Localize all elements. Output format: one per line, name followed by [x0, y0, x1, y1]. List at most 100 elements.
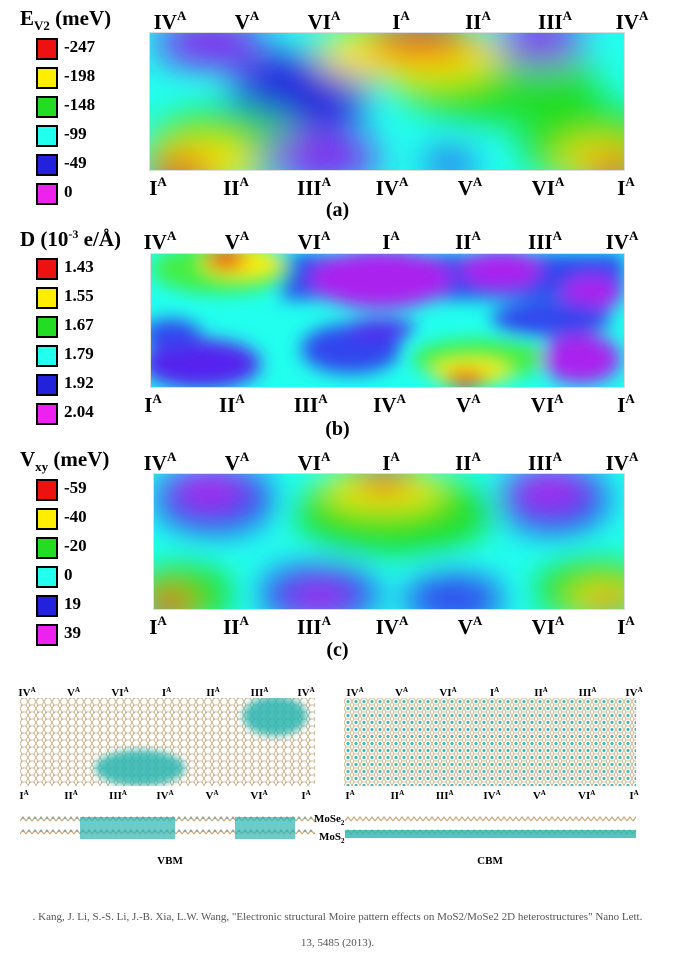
site-label: IIIA: [528, 228, 562, 254]
site-label: VA: [224, 228, 250, 254]
site-label: VA: [234, 8, 260, 34]
site-label: VIA: [531, 174, 565, 200]
legend-item: -59: [36, 478, 156, 501]
legend-swatch: [36, 624, 58, 646]
site-label: IIA: [64, 789, 78, 802]
site-label: IVA: [373, 391, 406, 417]
site-label: IVA: [375, 174, 409, 200]
site-label: IIIA: [435, 789, 454, 802]
site-label: VA: [456, 391, 481, 417]
legend-swatch: [36, 537, 58, 559]
legend-value: 1.43: [64, 257, 94, 276]
legend-value: -40: [64, 507, 87, 526]
legend-swatch: [36, 566, 58, 588]
citation: . Kang, J. Li, S.-S. Li, J.-B. Xia, L.W.…: [0, 904, 675, 956]
legend-item: -247: [36, 37, 156, 60]
site-label: IIIA: [528, 449, 562, 475]
site-label: VIA: [297, 228, 331, 254]
site-label: IA: [617, 613, 635, 639]
site-label: VIA: [307, 8, 341, 34]
legend-item: 39: [36, 623, 156, 646]
legend-item: -49: [36, 153, 156, 176]
legend-swatch: [36, 595, 58, 617]
site-label: IIIA: [297, 174, 331, 200]
site-label: IVA: [143, 449, 177, 475]
site-label: IA: [392, 8, 410, 34]
vbm-side-view: [20, 815, 315, 841]
site-label: IIIA: [109, 789, 127, 802]
panel-caption: (a): [325, 199, 350, 221]
site-label: IVA: [605, 449, 639, 475]
site-label: VA: [66, 686, 81, 699]
site-label: IA: [629, 789, 639, 802]
vbm-caption: VBM: [157, 855, 183, 867]
legend-swatch: [36, 38, 58, 60]
legend-title: Vxy (meV): [20, 447, 110, 475]
legend-title: D (10-3 e/Å): [20, 227, 121, 251]
cbm-caption: CBM: [477, 855, 503, 867]
legend-swatch: [36, 154, 58, 176]
vbm-structure-image: [20, 698, 315, 786]
legend-swatch: [36, 479, 58, 501]
site-label: VIA: [578, 789, 596, 802]
legend-value: 0: [64, 565, 73, 584]
site-label: IVA: [143, 228, 177, 254]
legend-value: 39: [64, 623, 81, 642]
legend-value: 2.04: [64, 402, 94, 421]
site-label: IIIA: [538, 8, 572, 34]
site-label: IVA: [346, 686, 364, 699]
site-label: IVA: [375, 613, 409, 639]
legend-value: 1.55: [64, 286, 94, 305]
legend-title: EV2 (meV): [20, 6, 112, 34]
site-label: IA: [19, 789, 29, 802]
panel-caption: (b): [325, 418, 350, 440]
legend-item: 19: [36, 594, 156, 617]
site-label: IA: [382, 228, 400, 254]
legend-item: 1.92: [36, 373, 156, 396]
legend-item: 0: [36, 565, 156, 588]
legend-swatch: [36, 287, 58, 309]
legend-value: 1.79: [64, 344, 94, 363]
legend-item: 1.43: [36, 257, 156, 280]
site-label: IIIA: [578, 686, 597, 699]
citation-line-2: 13, 5485 (2013).: [300, 937, 375, 949]
site-label: IIA: [390, 789, 405, 802]
legend-swatch: [36, 183, 58, 205]
site-label: IVA: [625, 686, 643, 699]
legend-item: -99: [36, 124, 156, 147]
panel-caption: (c): [326, 639, 349, 661]
site-label: IA: [301, 789, 311, 802]
site-label: IIIA: [250, 686, 269, 699]
legend-value: -99: [64, 124, 87, 143]
site-label: VA: [457, 174, 483, 200]
site-label: VIA: [439, 686, 457, 699]
cbm-structure-image: [344, 698, 636, 786]
legend-swatch: [36, 374, 58, 396]
legend-swatch: [36, 345, 58, 367]
site-label: IIA: [465, 8, 491, 34]
legend-value: 0: [64, 182, 73, 201]
legend-item: -148: [36, 95, 156, 118]
structure-section: MoSe2 MoS2 VBM CBM IVA VA VIA IA IIA IIIA IVA I…: [18, 686, 643, 867]
site-label: VA: [394, 686, 409, 699]
site-label: IA: [382, 449, 400, 475]
site-label: IIIA: [297, 613, 331, 639]
site-label: VA: [224, 449, 250, 475]
legend-item: -198: [36, 66, 156, 89]
site-label: VA: [532, 789, 546, 802]
legend-swatch: [36, 316, 58, 338]
site-label: IIA: [455, 228, 481, 254]
site-label: IIA: [206, 686, 220, 699]
site-label: IA: [489, 686, 500, 699]
site-label: VIA: [111, 686, 129, 699]
legend-value: -148: [64, 95, 96, 114]
legend-swatch: [36, 403, 58, 425]
site-label: IA: [345, 789, 355, 802]
site-label: IIA: [223, 174, 249, 200]
energy-map: [149, 32, 625, 171]
legend-value: 1.67: [64, 315, 94, 334]
legend-value: 19: [64, 594, 81, 613]
legend-value: -247: [64, 37, 96, 56]
site-label: IA: [161, 686, 172, 699]
legend-item: 0: [36, 182, 156, 205]
